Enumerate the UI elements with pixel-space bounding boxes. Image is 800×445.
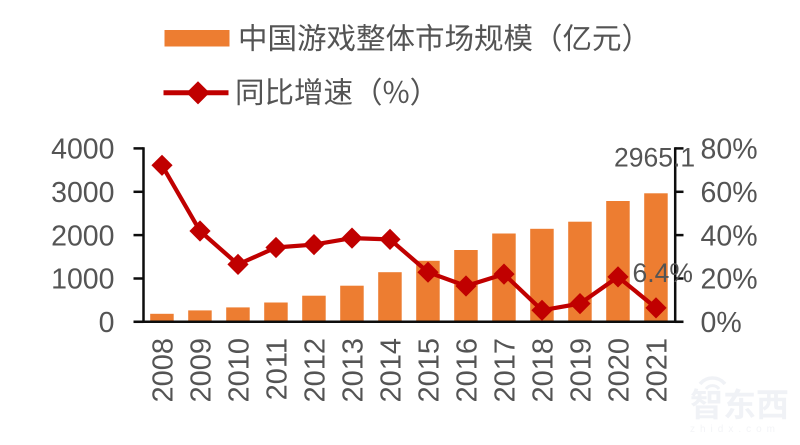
svg-text:3000: 3000 bbox=[51, 177, 114, 209]
svg-text:1000: 1000 bbox=[51, 264, 114, 296]
svg-text:2012: 2012 bbox=[299, 338, 331, 403]
svg-text:2021: 2021 bbox=[641, 338, 673, 403]
svg-text:2000: 2000 bbox=[51, 220, 114, 252]
svg-text:60%: 60% bbox=[701, 177, 758, 209]
svg-text:0%: 0% bbox=[701, 307, 742, 339]
svg-text:2010: 2010 bbox=[223, 338, 255, 403]
svg-text:2019: 2019 bbox=[565, 338, 597, 403]
svg-text:zhidx.com: zhidx.com bbox=[690, 424, 780, 435]
svg-text:2965.1: 2965.1 bbox=[614, 143, 695, 173]
svg-text:2009: 2009 bbox=[185, 338, 217, 403]
svg-text:2016: 2016 bbox=[451, 338, 483, 403]
svg-text:2017: 2017 bbox=[489, 338, 521, 403]
svg-text:40%: 40% bbox=[701, 220, 758, 252]
svg-text:2020: 2020 bbox=[603, 338, 635, 403]
svg-text:2011: 2011 bbox=[261, 338, 293, 400]
svg-text:2014: 2014 bbox=[375, 338, 407, 403]
svg-text:20%: 20% bbox=[701, 264, 758, 296]
svg-text:6.4%: 6.4% bbox=[633, 258, 693, 288]
svg-text:0: 0 bbox=[99, 307, 115, 339]
svg-text:2018: 2018 bbox=[527, 338, 559, 403]
svg-text:2008: 2008 bbox=[147, 338, 179, 403]
svg-text:2013: 2013 bbox=[337, 338, 369, 403]
svg-text:2015: 2015 bbox=[413, 338, 445, 403]
svg-text:80%: 80% bbox=[701, 134, 758, 166]
svg-text:4000: 4000 bbox=[51, 134, 114, 166]
